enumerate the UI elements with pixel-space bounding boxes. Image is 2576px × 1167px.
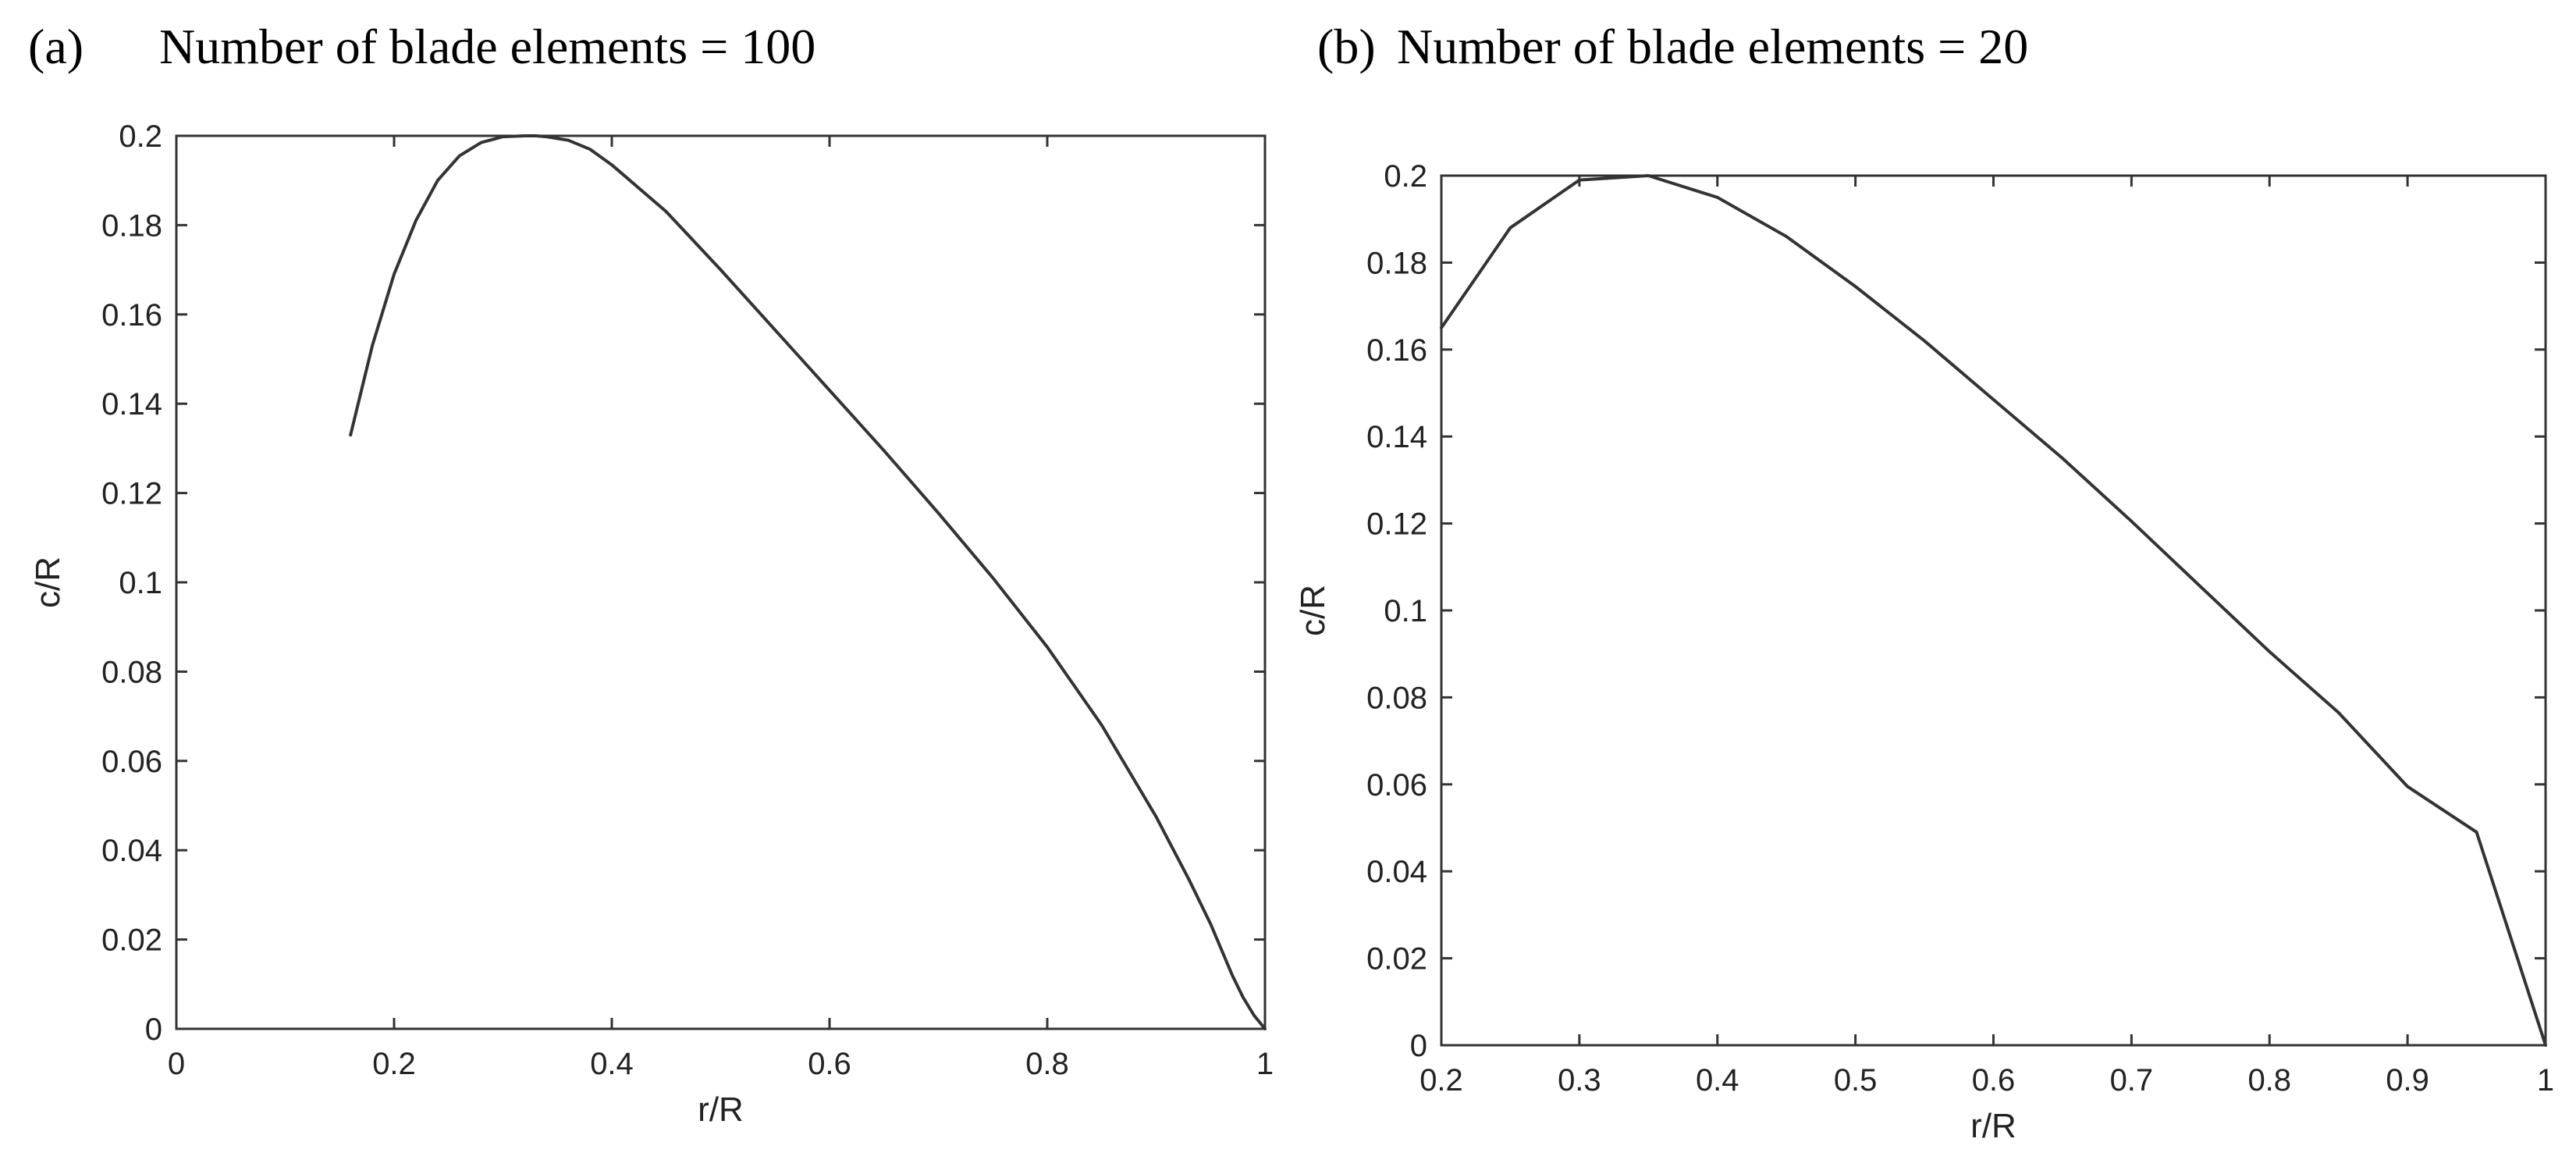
x-axis-label-b: r/R bbox=[1970, 1107, 2016, 1145]
x-tick-label-b: 0.2 bbox=[1419, 1063, 1463, 1098]
panel-b-title: Number of blade elements = 20 bbox=[1397, 19, 2029, 74]
y-tick-label-b: 0.02 bbox=[1366, 942, 1427, 977]
x-tick-label-b: 1 bbox=[2537, 1063, 2554, 1098]
y-tick-label-b: 0.08 bbox=[1366, 681, 1427, 715]
x-axis-label-a: r/R bbox=[698, 1091, 744, 1129]
series-line-b bbox=[1440, 174, 2547, 1047]
y-tick-label-b: 0.06 bbox=[1366, 768, 1427, 802]
y-tick-label-b: 0.12 bbox=[1366, 507, 1427, 542]
x-tick-label-a: 0.6 bbox=[808, 1047, 851, 1081]
x-tick-label-a: 1 bbox=[1256, 1047, 1274, 1081]
x-tick-label-a: 0.4 bbox=[590, 1047, 634, 1081]
y-tick-label-a: 0.12 bbox=[101, 477, 162, 511]
y-axis-label-b: c/R bbox=[1294, 585, 1332, 636]
x-tick-label-b: 0.5 bbox=[1834, 1063, 1878, 1098]
x-tick-label-b: 0.8 bbox=[2247, 1063, 2291, 1098]
y-tick-label-a: 0.06 bbox=[101, 745, 162, 779]
y-tick-label-a: 0.1 bbox=[119, 566, 162, 600]
series-line-a bbox=[349, 134, 1267, 1030]
y-tick-label-b: 0.14 bbox=[1366, 420, 1427, 454]
x-tick-label-a: 0.8 bbox=[1025, 1047, 1069, 1081]
x-tick-label-b: 0.4 bbox=[1696, 1063, 1739, 1098]
x-tick-label-b: 0.9 bbox=[2386, 1063, 2429, 1098]
y-tick-label-b: 0.1 bbox=[1384, 594, 1427, 628]
x-tick-label-b: 0.3 bbox=[1558, 1063, 1601, 1098]
y-tick-label-b: 0.18 bbox=[1366, 246, 1427, 280]
y-tick-label-b: 0.16 bbox=[1366, 333, 1427, 368]
x-tick-label-a: 0.2 bbox=[372, 1047, 416, 1081]
y-tick-label-a: 0.18 bbox=[101, 208, 162, 243]
panel-b-tag: (b) bbox=[1317, 19, 1376, 74]
y-tick-label-a: 0.04 bbox=[101, 834, 162, 868]
y-tick-label-b: 0.2 bbox=[1384, 159, 1427, 194]
y-tick-label-a: 0.08 bbox=[101, 655, 162, 689]
y-tick-label-a: 0.2 bbox=[119, 119, 162, 154]
panel-a-tag: (a) bbox=[28, 19, 84, 74]
y-tick-label-a: 0.16 bbox=[101, 298, 162, 333]
y-tick-label-a: 0.14 bbox=[101, 387, 162, 422]
x-tick-label-b: 0.6 bbox=[1972, 1063, 2016, 1098]
plot-frame-b bbox=[1440, 174, 2547, 1047]
y-tick-label-a: 0.02 bbox=[101, 923, 162, 958]
y-tick-label-b: 0.04 bbox=[1366, 855, 1427, 889]
panel-a-title: Number of blade elements = 100 bbox=[159, 19, 816, 74]
x-tick-label-b: 0.7 bbox=[2110, 1063, 2154, 1098]
x-tick-label-a: 0 bbox=[168, 1047, 185, 1081]
y-tick-label-b: 0 bbox=[1410, 1029, 1427, 1063]
y-tick-label-a: 0 bbox=[145, 1012, 162, 1047]
y-axis-label-a: c/R bbox=[29, 557, 67, 608]
